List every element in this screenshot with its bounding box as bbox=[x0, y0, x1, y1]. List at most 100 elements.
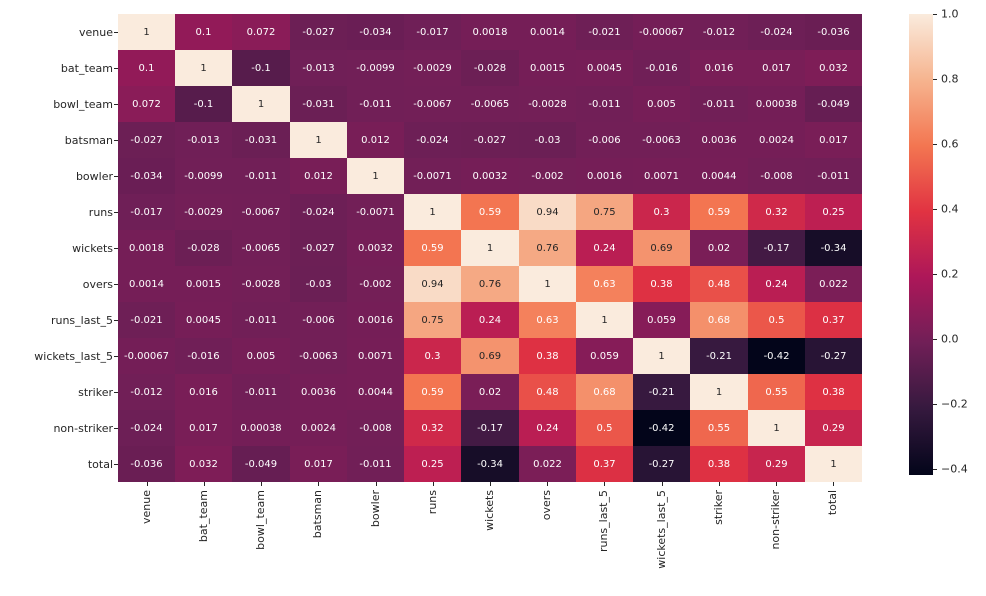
y-tick-mark bbox=[114, 140, 118, 141]
heatmap-cell: -0.034 bbox=[118, 158, 175, 194]
colorbar bbox=[909, 14, 933, 475]
y-tick-label: venue bbox=[79, 25, 113, 39]
heatmap-cell: 0.5 bbox=[748, 302, 805, 338]
heatmap-cell: -0.008 bbox=[748, 158, 805, 194]
heatmap-cell: 0.0016 bbox=[347, 302, 404, 338]
y-tick-label: overs bbox=[82, 277, 113, 291]
heatmap-cell: 1 bbox=[519, 266, 576, 302]
heatmap-cell: 0.0016 bbox=[576, 158, 633, 194]
heatmap-cell: -0.011 bbox=[690, 86, 748, 122]
heatmap-cell: -0.024 bbox=[290, 194, 347, 230]
y-tick-mark bbox=[114, 392, 118, 393]
heatmap-cell: 0.005 bbox=[633, 86, 690, 122]
x-tick-mark bbox=[604, 482, 605, 486]
heatmap-cell: -0.031 bbox=[290, 86, 347, 122]
heatmap-cell: 0.59 bbox=[690, 194, 748, 230]
heatmap-cell: -0.0071 bbox=[404, 158, 461, 194]
colorbar-tick-label: 0.0 bbox=[941, 332, 959, 346]
heatmap-cell: -0.034 bbox=[347, 14, 404, 50]
heatmap-cell: 0.012 bbox=[290, 158, 347, 194]
heatmap-cell: 0.016 bbox=[175, 374, 232, 410]
x-tick-label: bowl_team bbox=[254, 490, 267, 550]
heatmap-cell: 0.00038 bbox=[748, 86, 805, 122]
heatmap-cell: -0.17 bbox=[461, 410, 519, 446]
heatmap-cell: 1 bbox=[118, 14, 175, 50]
heatmap-cell: -0.0028 bbox=[232, 266, 290, 302]
x-tick-mark bbox=[719, 482, 720, 486]
heatmap-cell: 0.94 bbox=[404, 266, 461, 302]
heatmap-cell: -0.006 bbox=[290, 302, 347, 338]
heatmap-cell: -0.002 bbox=[347, 266, 404, 302]
heatmap-cell: 0.0045 bbox=[576, 50, 633, 86]
heatmap-cell: 0.38 bbox=[519, 338, 576, 374]
heatmap-cell: -0.17 bbox=[748, 230, 805, 266]
y-tick-label: bat_team bbox=[60, 61, 113, 75]
colorbar-tick-mark bbox=[933, 14, 937, 15]
heatmap-cell: 0.02 bbox=[690, 230, 748, 266]
heatmap-cell: 0.0032 bbox=[461, 158, 519, 194]
heatmap-cell: -0.028 bbox=[175, 230, 232, 266]
heatmap-cell: 0.059 bbox=[633, 302, 690, 338]
heatmap-cell: 0.02 bbox=[461, 374, 519, 410]
x-tick-mark bbox=[318, 482, 319, 486]
heatmap-cell: 0.38 bbox=[690, 446, 748, 482]
heatmap-cell: 0.69 bbox=[461, 338, 519, 374]
colorbar-tick-mark bbox=[933, 469, 937, 470]
heatmap-cell: 0.68 bbox=[576, 374, 633, 410]
x-tick-mark bbox=[547, 482, 548, 486]
heatmap-cell: 0.32 bbox=[404, 410, 461, 446]
y-tick-mark bbox=[114, 32, 118, 33]
heatmap-cell: 0.48 bbox=[519, 374, 576, 410]
heatmap-cell: -0.021 bbox=[118, 302, 175, 338]
heatmap-cell: -0.016 bbox=[175, 338, 232, 374]
heatmap-cell: -0.27 bbox=[633, 446, 690, 482]
heatmap-cell: 0.25 bbox=[805, 194, 862, 230]
heatmap-cell: -0.0029 bbox=[175, 194, 232, 230]
heatmap-cell: -0.017 bbox=[118, 194, 175, 230]
heatmap-cell: -0.42 bbox=[633, 410, 690, 446]
y-tick-label: total bbox=[87, 457, 113, 471]
heatmap-cell: -0.21 bbox=[690, 338, 748, 374]
colorbar-tick-mark bbox=[933, 404, 937, 405]
heatmap-cell: 0.0024 bbox=[290, 410, 347, 446]
heatmap-cell: 0.75 bbox=[404, 302, 461, 338]
heatmap-cell: 0.00038 bbox=[232, 410, 290, 446]
colorbar-tick-label: 0.6 bbox=[941, 137, 959, 151]
heatmap-cell: 0.0036 bbox=[290, 374, 347, 410]
heatmap-cell: 0.012 bbox=[347, 122, 404, 158]
heatmap-cell: 0.0045 bbox=[175, 302, 232, 338]
heatmap-cell: 0.25 bbox=[404, 446, 461, 482]
heatmap-cell: -0.0028 bbox=[519, 86, 576, 122]
heatmap-cell: 0.37 bbox=[576, 446, 633, 482]
heatmap-cell: -0.012 bbox=[118, 374, 175, 410]
x-tick-label: total bbox=[826, 490, 839, 516]
heatmap-cell: -0.036 bbox=[118, 446, 175, 482]
heatmap-cell: -0.049 bbox=[805, 86, 862, 122]
heatmap-cell: 0.1 bbox=[118, 50, 175, 86]
colorbar-tick-mark bbox=[933, 79, 937, 80]
x-tick-label: striker bbox=[712, 490, 725, 525]
heatmap-cell: 0.022 bbox=[805, 266, 862, 302]
y-tick-label: wickets bbox=[72, 241, 113, 255]
y-tick-label: wickets_last_5 bbox=[34, 349, 113, 363]
heatmap-cell: -0.027 bbox=[290, 230, 347, 266]
colorbar-tick-label: 0.8 bbox=[941, 72, 959, 86]
heatmap-cell: -0.013 bbox=[290, 50, 347, 86]
heatmap-cell: 0.69 bbox=[633, 230, 690, 266]
colorbar-tick-mark bbox=[933, 339, 937, 340]
x-tick-label: bat_team bbox=[197, 490, 210, 543]
heatmap-cell: 0.0032 bbox=[347, 230, 404, 266]
heatmap-cell: 0.0044 bbox=[690, 158, 748, 194]
y-tick-label: batsman bbox=[64, 133, 113, 147]
x-tick-mark bbox=[433, 482, 434, 486]
heatmap-cell: 0.016 bbox=[690, 50, 748, 86]
heatmap-cell: -0.012 bbox=[690, 14, 748, 50]
heatmap-cell: 0.55 bbox=[690, 410, 748, 446]
heatmap-cell: 1 bbox=[347, 158, 404, 194]
x-tick-mark bbox=[490, 482, 491, 486]
heatmap-cell: 0.29 bbox=[805, 410, 862, 446]
heatmap-cell: 0.072 bbox=[118, 86, 175, 122]
heatmap-cell: 0.63 bbox=[519, 302, 576, 338]
heatmap-cell: 0.0015 bbox=[175, 266, 232, 302]
y-tick-label: runs bbox=[88, 205, 113, 219]
